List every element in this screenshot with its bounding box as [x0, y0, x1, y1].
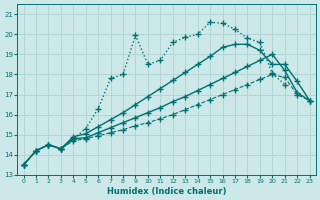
X-axis label: Humidex (Indice chaleur): Humidex (Indice chaleur): [107, 187, 226, 196]
